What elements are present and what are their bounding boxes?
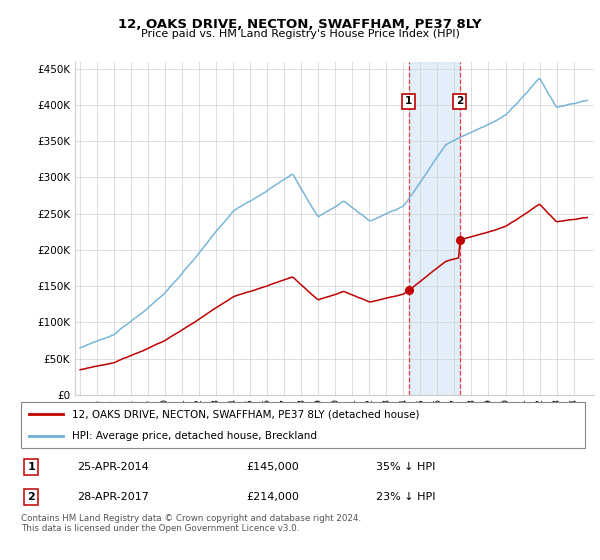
Text: Price paid vs. HM Land Registry's House Price Index (HPI): Price paid vs. HM Land Registry's House …: [140, 29, 460, 39]
Text: 2: 2: [456, 96, 464, 106]
FancyBboxPatch shape: [21, 402, 585, 448]
Text: 1: 1: [27, 462, 35, 472]
Text: 35% ↓ HPI: 35% ↓ HPI: [376, 462, 436, 472]
Text: 23% ↓ HPI: 23% ↓ HPI: [376, 492, 436, 502]
Text: 2: 2: [27, 492, 35, 502]
Text: 12, OAKS DRIVE, NECTON, SWAFFHAM, PE37 8LY (detached house): 12, OAKS DRIVE, NECTON, SWAFFHAM, PE37 8…: [72, 409, 419, 419]
Text: 12, OAKS DRIVE, NECTON, SWAFFHAM, PE37 8LY: 12, OAKS DRIVE, NECTON, SWAFFHAM, PE37 8…: [118, 18, 482, 31]
Bar: [409, 62, 460, 395]
Text: £145,000: £145,000: [247, 462, 299, 472]
Text: £214,000: £214,000: [247, 492, 299, 502]
Text: HPI: Average price, detached house, Breckland: HPI: Average price, detached house, Brec…: [72, 431, 317, 441]
Text: 28-APR-2017: 28-APR-2017: [77, 492, 149, 502]
Text: Contains HM Land Registry data © Crown copyright and database right 2024.
This d: Contains HM Land Registry data © Crown c…: [21, 514, 361, 534]
Text: 1: 1: [405, 96, 412, 106]
Text: 25-APR-2014: 25-APR-2014: [77, 462, 149, 472]
